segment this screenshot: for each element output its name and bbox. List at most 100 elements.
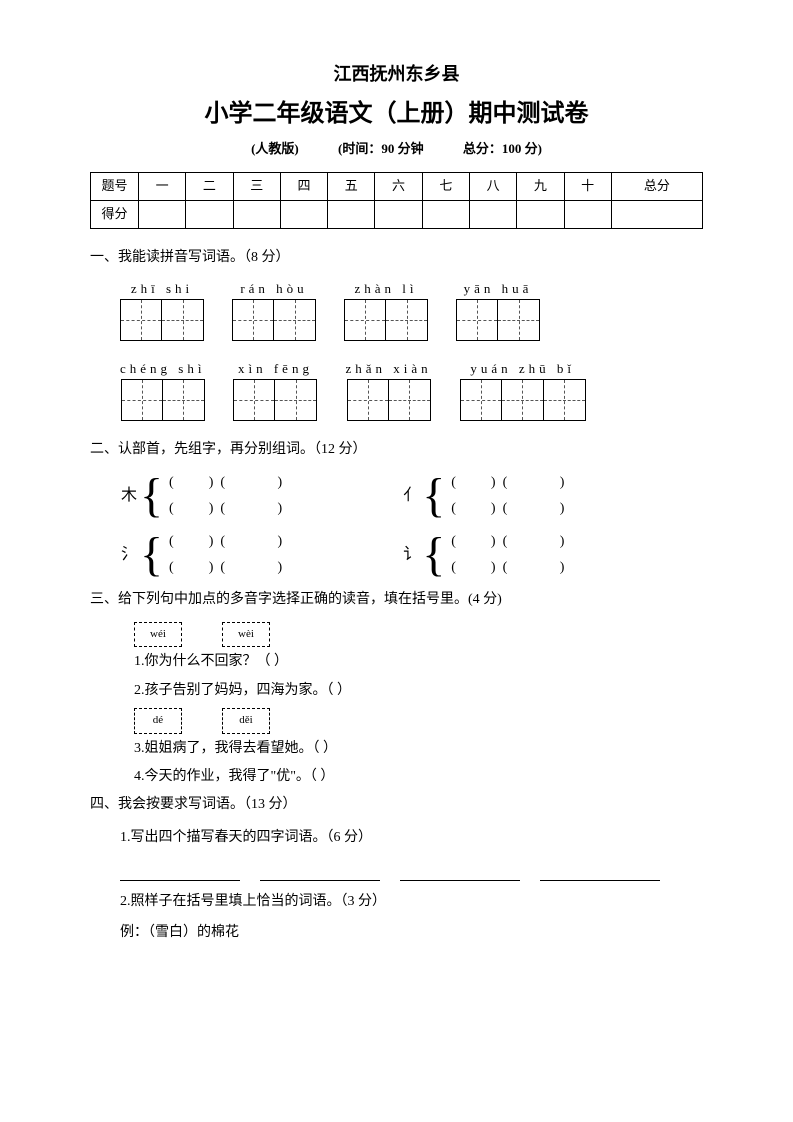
brace-icon: { [422, 475, 445, 517]
cell[interactable] [186, 200, 233, 228]
cell: 一 [139, 172, 186, 200]
tianzi-cell[interactable] [347, 379, 389, 421]
q4-item-1: 1.写出四个描写春天的四字词语。（6 分） [120, 827, 703, 849]
pinyin-group: zhǎn xiàn [345, 359, 431, 421]
tianzi-cell[interactable] [163, 379, 205, 421]
tianzi-cell[interactable] [233, 379, 275, 421]
q1-title: 一、我能读拼音写词语。（8 分） [90, 247, 703, 269]
q2-group: 亻 { ( ) ( ) ( ) ( ) [402, 472, 564, 521]
radical: 氵 [120, 542, 138, 568]
cell[interactable] [280, 200, 327, 228]
tianzi-cell[interactable] [275, 379, 317, 421]
q2-group: 讠 { ( ) ( ) ( ) ( ) [402, 531, 564, 580]
cell: 题号 [91, 172, 139, 200]
cell[interactable] [375, 200, 422, 228]
pinyin-group: rán hòu [232, 279, 316, 341]
title: 小学二年级语文（上册）期中测试卷 [90, 95, 703, 133]
cell[interactable] [611, 200, 702, 228]
blank-line[interactable]: ( ) ( ) [169, 557, 282, 579]
tianzi-cell[interactable] [456, 299, 498, 341]
edition: (人教版) [251, 141, 299, 156]
cell: 七 [422, 172, 469, 200]
q4-title: 四、我会按要求写词语。（13 分） [90, 794, 703, 816]
pinyin-group: chéng shì [120, 359, 205, 421]
pinyin-label: zhàn lì [354, 279, 417, 297]
q3-item-3: 3.姐姐病了，我得去看望她。（ ） [134, 738, 703, 760]
blank-line[interactable]: ( ) ( ) [169, 498, 282, 520]
tianzi-cell[interactable] [389, 379, 431, 421]
blank-line[interactable]: ( ) ( ) [169, 531, 282, 553]
pinyin-group: zhī shi [120, 279, 204, 341]
radical: 木 [120, 483, 138, 509]
q2-group: 氵 { ( ) ( ) ( ) ( ) [120, 531, 282, 580]
cell[interactable] [469, 200, 516, 228]
pinyin-group: xìn fēng [233, 359, 317, 421]
pinyin-group: yuán zhū bǐ [460, 359, 586, 421]
cell: 十 [564, 172, 611, 200]
q4-body: 1.写出四个描写春天的四字词语。（6 分） 2.照样子在括号里填上恰当的词语。（… [120, 827, 703, 944]
answer-line[interactable] [540, 859, 660, 881]
blank-line[interactable]: ( ) ( ) [451, 472, 564, 494]
blank-line[interactable]: ( ) ( ) [451, 531, 564, 553]
total-info: 总分：100 分) [463, 141, 542, 156]
q4-example: 例：（雪白）的棉花 [120, 922, 703, 944]
tianzi-cell[interactable] [502, 379, 544, 421]
pinyin-option: wéi [134, 622, 182, 648]
table-row: 题号 一 二 三 四 五 六 七 八 九 十 总分 [91, 172, 703, 200]
answer-line[interactable] [120, 859, 240, 881]
tianzi-cell[interactable] [386, 299, 428, 341]
pinyin-label: chéng shì [120, 359, 205, 377]
cell: 八 [469, 172, 516, 200]
cell: 得分 [91, 200, 139, 228]
tianzi-cell[interactable] [460, 379, 502, 421]
q2-group: 木 { ( ) ( ) ( ) ( ) [120, 472, 282, 521]
pinyin-option: dé [134, 708, 182, 734]
cell: 二 [186, 172, 233, 200]
pinyin-label: xìn fēng [238, 359, 313, 377]
cell: 九 [517, 172, 564, 200]
pinyin-group: zhàn lì [344, 279, 428, 341]
q2-row2: 氵 { ( ) ( ) ( ) ( ) 讠 { ( ) ( ) ( ) ( ) [120, 531, 703, 580]
tianzi-cell[interactable] [544, 379, 586, 421]
cell[interactable] [233, 200, 280, 228]
q1-row1: zhī shi rán hòu zhàn lì yān huā [120, 279, 703, 341]
q4-answer-lines [120, 859, 703, 881]
tianzi-cell[interactable] [274, 299, 316, 341]
pinyin-label: yān huā [464, 279, 533, 297]
answer-line[interactable] [400, 859, 520, 881]
tianzi-cell[interactable] [121, 379, 163, 421]
cell: 总分 [611, 172, 702, 200]
q3-boxes-1: wéi wèi [134, 622, 703, 648]
table-row: 得分 [91, 200, 703, 228]
pinyin-label: zhī shi [131, 279, 193, 297]
cell: 三 [233, 172, 280, 200]
q3-item-2: 2.孩子告别了妈妈，四海为家。（ ） [134, 680, 703, 702]
radical: 亻 [402, 483, 420, 509]
q3-body: wéi wèi 1.你为什么不回家？（ ） 2.孩子告别了妈妈，四海为家。（ ）… [120, 622, 703, 789]
cell[interactable] [564, 200, 611, 228]
pinyin-option: děi [222, 708, 270, 734]
cell[interactable] [517, 200, 564, 228]
blank-line[interactable]: ( ) ( ) [451, 498, 564, 520]
blank-line[interactable]: ( ) ( ) [169, 472, 282, 494]
tianzi-cell[interactable] [344, 299, 386, 341]
score-table: 题号 一 二 三 四 五 六 七 八 九 十 总分 得分 [90, 172, 703, 229]
cell: 六 [375, 172, 422, 200]
tianzi-cell[interactable] [498, 299, 540, 341]
cell[interactable] [422, 200, 469, 228]
brace-icon: { [140, 534, 163, 576]
cell[interactable] [328, 200, 375, 228]
subtitle: (人教版) (时间：90 分钟 总分：100 分) [90, 139, 703, 160]
q1-row2: chéng shì xìn fēng zhǎn xiàn yuán zhū bǐ [120, 359, 703, 421]
tianzi-cell[interactable] [120, 299, 162, 341]
cell[interactable] [139, 200, 186, 228]
radical: 讠 [402, 542, 420, 568]
answer-line[interactable] [260, 859, 380, 881]
blank-line[interactable]: ( ) ( ) [451, 557, 564, 579]
q3-item-4: 4.今天的作业，我得了"优"。（ ） [134, 766, 703, 788]
q2-title: 二、认部首，先组字，再分别组词。（12 分） [90, 439, 703, 461]
q4-item-2: 2.照样子在括号里填上恰当的词语。（3 分） [120, 891, 703, 913]
location-header: 江西抚州东乡县 [90, 60, 703, 89]
tianzi-cell[interactable] [162, 299, 204, 341]
tianzi-cell[interactable] [232, 299, 274, 341]
